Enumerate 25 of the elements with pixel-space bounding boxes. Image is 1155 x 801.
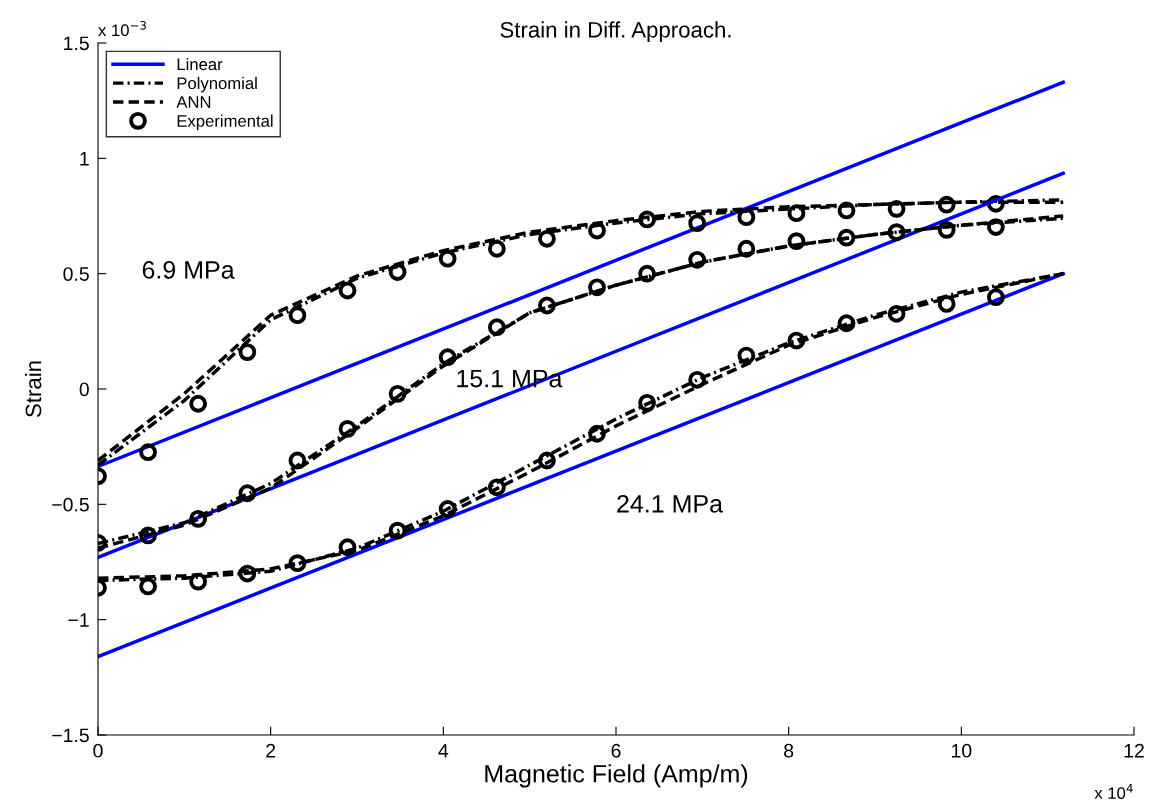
x-tick-label: 12 bbox=[1124, 743, 1144, 758]
legend-label: ANN bbox=[176, 96, 211, 108]
y-tick-label: 0 bbox=[79, 382, 89, 397]
y-tick-label: −1 bbox=[68, 613, 89, 627]
x-tick-label: 10 bbox=[952, 743, 972, 758]
x-tick-label: 4 bbox=[438, 744, 449, 758]
chart-title: Strain in Diff. Approach. bbox=[500, 21, 731, 43]
y-tick-label: −0.5 bbox=[52, 497, 89, 512]
text: x 10$^{4}$ bbox=[1094, 783, 1133, 800]
y-axis-title: Strain bbox=[25, 361, 42, 418]
y-tick-label: 1.5 bbox=[64, 36, 89, 51]
y-tick-label: −1.5 bbox=[52, 728, 89, 743]
x-tick-label: 2 bbox=[266, 743, 276, 758]
x-tick-label: 8 bbox=[784, 743, 794, 758]
x-axis-title: Magnetic Field (Amp/m) bbox=[485, 764, 748, 788]
legend-label: Experimental bbox=[177, 114, 273, 131]
text: x 10$^{−3}$ bbox=[98, 20, 146, 37]
y-tick-label: 0.5 bbox=[63, 267, 89, 281]
legend-label: Linear bbox=[177, 58, 223, 71]
legend-label: Polynomial bbox=[177, 76, 257, 93]
x-tick-label: 0 bbox=[93, 743, 103, 758]
x-tick-label: 6 bbox=[611, 743, 621, 758]
annotation: 24.1 MPa bbox=[617, 494, 724, 513]
y-tick-label: 1 bbox=[80, 152, 89, 166]
annotation: 6.9 MPa bbox=[142, 261, 235, 279]
